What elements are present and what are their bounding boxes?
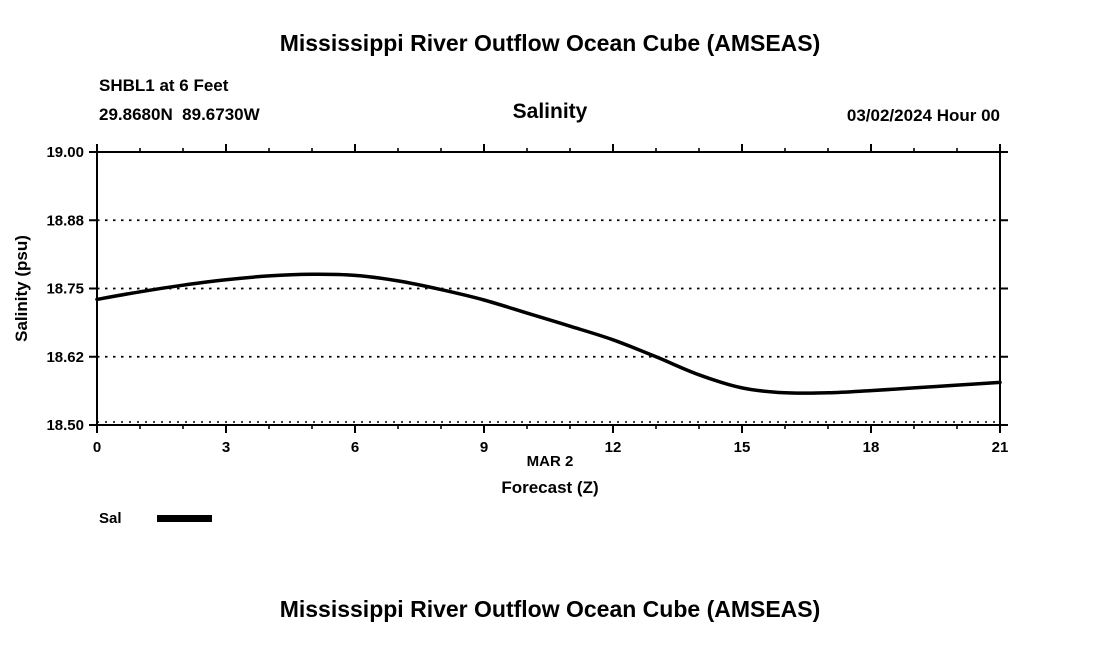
y-tick-label: 18.62	[46, 349, 84, 366]
page-title-bottom: Mississippi River Outflow Ocean Cube (AM…	[279, 596, 821, 622]
x-tick-label: 3	[222, 439, 230, 456]
legend-label-sal: Sal	[99, 510, 122, 527]
y-tick-label: 18.88	[46, 212, 84, 229]
station-coordinates: 29.8680N 89.6730W	[99, 105, 260, 124]
plot-title: Salinity	[512, 100, 588, 123]
x-tick-label: 0	[93, 439, 101, 456]
x-tick-label: 21	[992, 439, 1009, 456]
station-label: SHBL1 at 6 Feet	[99, 76, 229, 95]
x-tick-label: 18	[863, 439, 880, 456]
x-axis-date-label: MAR 2	[526, 453, 574, 470]
y-tick-label: 19.00	[46, 144, 84, 161]
y-tick-label: 18.50	[46, 417, 84, 434]
x-tick-label: 9	[480, 439, 488, 456]
y-tick-label: 18.75	[46, 281, 84, 298]
series-sal-line	[95, 272, 1002, 395]
x-tick-label: 15	[734, 439, 751, 456]
legend-line-swatch	[156, 515, 212, 522]
x-tick-label: 6	[351, 439, 359, 456]
x-tick-label: 12	[605, 439, 622, 456]
page-title-top: Mississippi River Outflow Ocean Cube (AM…	[279, 30, 821, 56]
datetime-label: 03/02/2024 Hour 00	[846, 106, 1000, 125]
x-axis-label: Forecast (Z)	[501, 478, 599, 497]
legend: Sal	[99, 510, 212, 527]
y-axis-label: Salinity (psu)	[12, 235, 31, 342]
